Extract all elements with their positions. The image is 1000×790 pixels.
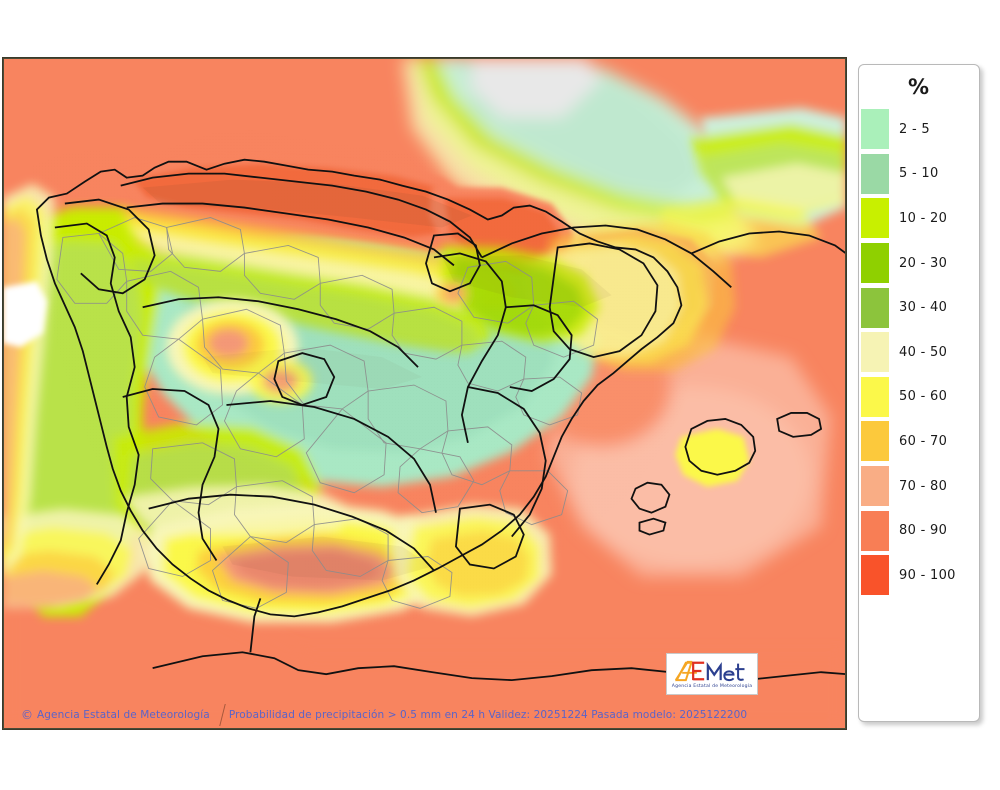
legend-swatch xyxy=(861,198,889,239)
legend-row: 5 - 10 xyxy=(859,152,979,197)
legend-row: 10 - 20 xyxy=(859,196,979,241)
legend-label: 2 - 5 xyxy=(899,121,930,137)
legend-panel: % 2 - 5 5 - 10 10 - 20 20 - 30 30 - 40 xyxy=(858,64,980,722)
legend-label: 20 - 30 xyxy=(899,255,948,271)
legend-row: 90 - 100 xyxy=(859,553,979,598)
legend-row: 60 - 70 xyxy=(859,419,979,464)
legend-swatch xyxy=(861,332,889,373)
legend-swatch xyxy=(861,153,889,194)
legend-label: 5 - 10 xyxy=(899,166,939,182)
aemet-wordmark xyxy=(674,660,745,681)
legend-label: 10 - 20 xyxy=(899,210,948,226)
legend-label: 40 - 50 xyxy=(899,344,948,360)
legend-items: 2 - 5 5 - 10 10 - 20 20 - 30 30 - 40 40 xyxy=(859,107,979,598)
legend-row: 2 - 5 xyxy=(859,107,979,152)
legend-swatch xyxy=(861,287,889,328)
legend-swatch xyxy=(861,243,889,284)
legend-row: 70 - 80 xyxy=(859,464,979,509)
legend-swatch xyxy=(861,109,889,150)
legend-row: 80 - 90 xyxy=(859,508,979,553)
administrative-boundaries xyxy=(35,158,846,682)
legend-label: 70 - 80 xyxy=(899,478,948,494)
aemet-logo: Agencia Estatal de Meteorología xyxy=(666,653,758,695)
legend-label: 50 - 60 xyxy=(899,389,948,405)
legend-swatch xyxy=(861,376,889,417)
legend-row: 40 - 50 xyxy=(859,330,979,375)
legend-title: % xyxy=(907,75,931,99)
aemet-logo-subtitle: Agencia Estatal de Meteorología xyxy=(671,683,753,689)
legend-swatch xyxy=(861,555,889,596)
legend-label: 60 - 70 xyxy=(899,433,948,449)
legend-row: 50 - 60 xyxy=(859,375,979,420)
legend-label: 30 - 40 xyxy=(899,300,948,316)
precipitation-probability-raster xyxy=(3,58,846,729)
legend-swatch xyxy=(861,421,889,462)
legend-row: 20 - 30 xyxy=(859,241,979,286)
legend-swatch xyxy=(861,466,889,507)
legend-label: 90 - 100 xyxy=(899,567,956,583)
legend-row: 30 - 40 xyxy=(859,285,979,330)
legend-swatch xyxy=(861,510,889,551)
map-panel[interactable]: © Agencia Estatal de Meteorología Probab… xyxy=(2,57,847,730)
legend-label: 80 - 90 xyxy=(899,523,948,539)
